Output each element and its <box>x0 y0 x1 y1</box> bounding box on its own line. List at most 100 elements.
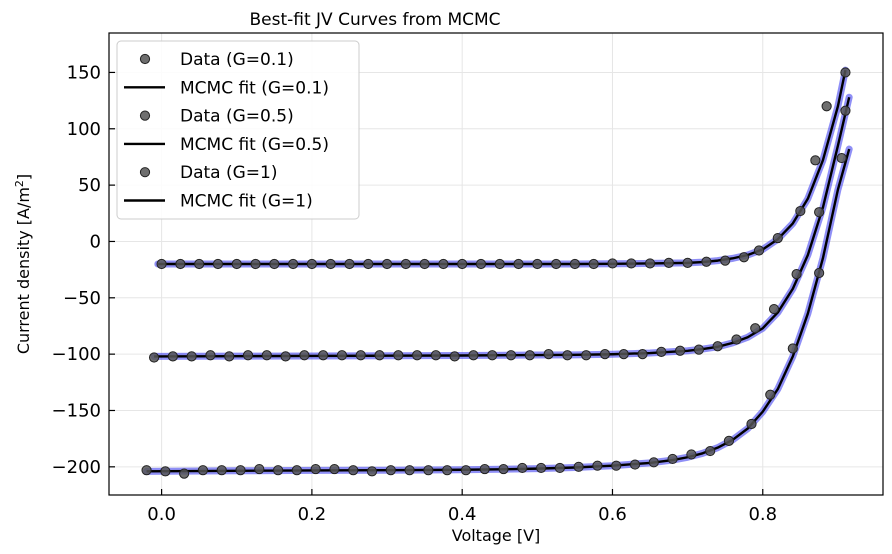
legend-label: MCMC fit (G=0.5) <box>180 135 329 155</box>
data-point <box>197 465 209 476</box>
data-point <box>693 344 704 355</box>
data-point <box>675 345 686 356</box>
data-point <box>366 466 378 477</box>
data-point <box>562 350 573 361</box>
data-point <box>712 341 723 352</box>
x-axis-label: Voltage [V] <box>452 526 541 545</box>
data-point <box>148 352 160 363</box>
data-point <box>385 465 396 476</box>
y-axis-label: Current density [A/m2] <box>13 174 33 354</box>
legend-label: Data (G=0.5) <box>180 107 294 127</box>
data-point <box>569 258 581 270</box>
data-markers <box>141 67 851 479</box>
data-point <box>160 466 171 477</box>
y-tick-label: 50 <box>78 175 101 196</box>
data-point <box>701 256 712 267</box>
data-point <box>705 445 716 457</box>
y-tick-label: 0 <box>90 231 101 252</box>
data-point <box>261 350 272 361</box>
y-tick-label: −50 <box>63 288 101 309</box>
chart-title: Best-fit JV Curves from MCMC <box>249 10 500 30</box>
data-point <box>310 463 321 475</box>
data-point <box>535 462 547 474</box>
data-point <box>449 351 460 362</box>
data-point <box>205 350 216 361</box>
data-point <box>487 350 498 361</box>
data-point <box>254 463 265 475</box>
data-point <box>288 258 299 270</box>
data-point <box>280 351 291 362</box>
axis-ticks: 0.0 0.2 0.4 0.6 0.8 −200 −150 −100 −50 0 50 100 150 <box>52 62 778 525</box>
legend-box <box>116 40 360 220</box>
data-point <box>599 349 611 360</box>
data-point <box>543 349 554 360</box>
data-point <box>772 232 783 244</box>
data-point <box>167 351 178 362</box>
data-point <box>423 465 434 476</box>
data-point <box>618 349 629 360</box>
plot-frame <box>108 32 884 496</box>
data-point <box>250 258 261 270</box>
legend: Data (G=0.1) MCMC fit (G=0.1) Data (G=0.5)… <box>116 40 360 220</box>
x-tick-label: 0.4 <box>448 504 477 525</box>
data-point <box>381 258 393 270</box>
data-point <box>517 462 528 474</box>
data-point <box>686 449 697 460</box>
data-point <box>588 258 599 270</box>
data-point <box>318 350 329 361</box>
data-point <box>156 258 167 270</box>
data-point <box>291 465 302 476</box>
data-point <box>731 334 742 345</box>
data-point <box>348 465 359 476</box>
data-point <box>194 258 205 270</box>
data-point <box>573 461 584 472</box>
data-point <box>479 463 490 475</box>
data-point <box>814 207 825 218</box>
data-point <box>430 350 441 361</box>
data-point <box>224 351 235 362</box>
legend-marker <box>139 110 151 121</box>
data-point <box>532 258 543 270</box>
data-point <box>787 343 798 354</box>
data-point <box>682 257 693 268</box>
data-point <box>554 462 565 474</box>
data-point <box>765 389 776 400</box>
data-point <box>404 465 415 476</box>
data-point <box>637 349 648 360</box>
data-point <box>235 465 246 476</box>
y-tick-label: −100 <box>52 344 101 365</box>
data-point <box>814 267 825 279</box>
data-point <box>269 258 280 270</box>
data-point <box>592 460 603 471</box>
data-point <box>768 303 780 315</box>
data-point <box>442 465 453 476</box>
data-point <box>750 323 761 334</box>
data-point <box>753 245 765 256</box>
data-point <box>746 418 757 430</box>
legend-label: Data (G=0.1) <box>180 50 294 70</box>
data-point <box>468 350 479 361</box>
data-point <box>656 346 667 357</box>
data-point <box>551 258 562 270</box>
data-point <box>175 258 186 270</box>
y-tick-label: −150 <box>52 400 101 421</box>
data-point <box>648 457 659 468</box>
data-point <box>400 258 411 270</box>
data-point <box>231 258 242 270</box>
data-point <box>821 101 832 112</box>
data-point <box>299 350 310 361</box>
data-point <box>498 463 509 475</box>
data-point <box>419 258 430 270</box>
data-point <box>513 258 524 270</box>
legend-label: MCMC fit (G=0.1) <box>180 78 329 98</box>
x-tick-label: 0.2 <box>298 504 327 525</box>
data-point <box>179 468 190 479</box>
data-point <box>795 205 806 217</box>
y-axis-label-end: ] <box>14 174 33 180</box>
data-point <box>141 465 152 476</box>
data-point <box>186 351 197 362</box>
data-point <box>393 350 404 361</box>
data-point <box>336 350 348 361</box>
y-axis-label-sup: 2 <box>13 180 26 187</box>
data-point <box>212 258 224 270</box>
